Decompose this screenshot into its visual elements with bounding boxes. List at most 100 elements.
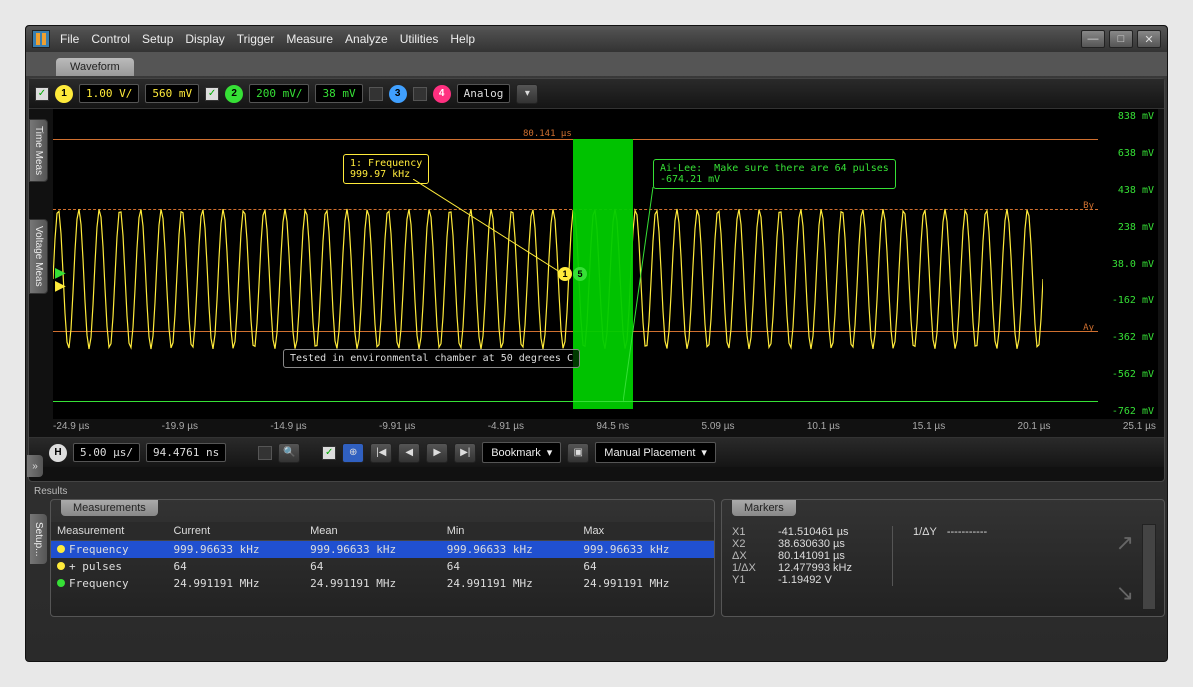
markers-body: X1-41.510461 µsX238.630630 µsΔX80.141091… xyxy=(722,522,1164,590)
chevron-down-icon: ▾ xyxy=(547,446,553,459)
titlebar: File Control Setup Display Trigger Measu… xyxy=(26,26,1167,52)
col-mean[interactable]: Mean xyxy=(304,522,441,541)
ch1-badge[interactable]: 1 xyxy=(55,85,73,103)
menu-trigger[interactable]: Trigger xyxy=(237,32,275,46)
ytick: 238 mV xyxy=(1102,222,1154,233)
xtick: 94.5 ns xyxy=(596,421,629,437)
side-tab-setup[interactable]: Setup... xyxy=(30,514,47,564)
annotation-note-leader-icon xyxy=(623,187,763,407)
side-tab-time-meas[interactable]: Time Meas xyxy=(29,119,48,182)
side-tab-voltage-meas[interactable]: Voltage Meas xyxy=(29,219,48,294)
menu-setup[interactable]: Setup xyxy=(142,32,173,46)
window-controls: — □ ✕ xyxy=(1081,30,1161,48)
toolbar-expand-icon[interactable]: » xyxy=(27,455,43,477)
marker-row: 1/ΔX12.477993 kHz xyxy=(732,562,852,574)
marker-row: X1-41.510461 µs xyxy=(732,526,852,538)
menu-file[interactable]: File xyxy=(60,32,79,46)
chevron-down-icon: ▾ xyxy=(701,446,707,459)
ch3-badge[interactable]: 3 xyxy=(389,85,407,103)
table-row[interactable]: + pulses64646464 xyxy=(51,558,714,575)
menu-analyze[interactable]: Analyze xyxy=(345,32,388,46)
table-row[interactable]: Frequency24.991191 MHz24.991191 MHz24.99… xyxy=(51,575,714,592)
close-button[interactable]: ✕ xyxy=(1137,30,1161,48)
y-axis: 838 mV 638 mV 438 mV 238 mV 38.0 mV -162… xyxy=(1098,109,1158,419)
search-icon[interactable]: 🔍 xyxy=(278,443,300,463)
ytick: -562 mV xyxy=(1102,369,1154,380)
marker-1-icon[interactable]: 1 xyxy=(558,267,572,281)
menu-display[interactable]: Display xyxy=(185,32,224,46)
marker-row: ΔX80.141091 µs xyxy=(732,550,852,562)
marker-5-icon[interactable]: 5 xyxy=(573,267,587,281)
ytick: -362 mV xyxy=(1102,332,1154,343)
ytick: 38.0 mV xyxy=(1102,259,1154,270)
results-label: Results xyxy=(28,484,1165,499)
marker-row: X238.630630 µs xyxy=(732,538,852,550)
marker-right-key: 1/ΔY xyxy=(913,526,937,538)
ch2-enable-checkbox[interactable]: ✓ xyxy=(205,87,219,101)
expand-up-icon[interactable]: ↗ xyxy=(1116,530,1134,556)
app-window: File Control Setup Display Trigger Measu… xyxy=(25,25,1168,662)
ch4-badge[interactable]: 4 xyxy=(433,85,451,103)
markers-panel: Markers X1-41.510461 µsX238.630630 µsΔX8… xyxy=(721,499,1165,617)
markers-scrollbar[interactable] xyxy=(1142,524,1156,610)
nav-enable-checkbox[interactable]: ✓ xyxy=(322,446,336,460)
nav-last-button[interactable]: ▶| xyxy=(454,443,476,463)
ch2-badge[interactable]: 2 xyxy=(225,85,243,103)
marker-row: Y1-1.19492 V xyxy=(732,574,852,586)
nav-next-button[interactable]: ▶ xyxy=(426,443,448,463)
timebase-position[interactable]: 94.4761 ns xyxy=(146,443,226,462)
ch4-enable-checkbox[interactable] xyxy=(413,87,427,101)
measurements-panel: Measurements Measurement Current Mean Mi… xyxy=(50,499,715,617)
tab-markers[interactable]: Markers xyxy=(732,500,796,516)
col-min[interactable]: Min xyxy=(441,522,578,541)
col-current[interactable]: Current xyxy=(167,522,304,541)
ch1-offset[interactable]: 560 mV xyxy=(145,84,199,103)
nav-first-button[interactable]: |◀ xyxy=(370,443,392,463)
annotation-note[interactable]: Ai-Lee: Make sure there are 64 pulses -6… xyxy=(653,159,896,189)
ch1-scale[interactable]: 1.00 V/ xyxy=(79,84,139,103)
timebase-toolbar: » H 5.00 µs/ 94.4761 ns 🔍 ✓ ⊕ |◀ ◀ ▶ ▶| … xyxy=(29,437,1164,467)
nav-prev-button[interactable]: ◀ xyxy=(398,443,420,463)
xtick: 5.09 µs xyxy=(702,421,735,437)
channel-mode-dropdown-icon[interactable]: ▾ xyxy=(516,84,538,104)
document-tabbar: Waveform ▾ xyxy=(26,52,1167,76)
ytick: 638 mV xyxy=(1102,148,1154,159)
maximize-button[interactable]: □ xyxy=(1109,30,1133,48)
tab-waveform[interactable]: Waveform xyxy=(56,58,134,76)
placement-select[interactable]: Manual Placement▾ xyxy=(595,442,716,463)
table-row[interactable]: Frequency999.96633 kHz999.96633 kHz999.9… xyxy=(51,541,714,559)
menu-measure[interactable]: Measure xyxy=(286,32,333,46)
measurements-table: Measurement Current Mean Min Max Frequen… xyxy=(51,522,714,592)
annotation-chamber[interactable]: Tested in environmental chamber at 50 de… xyxy=(283,349,580,368)
placement-mode-icon[interactable]: ▣ xyxy=(567,443,589,463)
menu-control[interactable]: Control xyxy=(91,32,130,46)
ch2-offset[interactable]: 38 mV xyxy=(315,84,362,103)
minimize-button[interactable]: — xyxy=(1081,30,1105,48)
xtick: 20.1 µs xyxy=(1018,421,1051,437)
timebase-h-badge[interactable]: H xyxy=(49,444,67,462)
bookmark-select[interactable]: Bookmark▾ xyxy=(482,442,561,463)
ch1-enable-checkbox[interactable]: ✓ xyxy=(35,87,49,101)
ch3-enable-checkbox[interactable] xyxy=(369,87,383,101)
col-max[interactable]: Max xyxy=(577,522,714,541)
nav-target-icon[interactable]: ⊕ xyxy=(342,443,364,463)
xtick: 15.1 µs xyxy=(912,421,945,437)
channel-mode-select[interactable]: Analog xyxy=(457,84,511,103)
app-logo-icon xyxy=(32,30,50,48)
xtick: -14.9 µs xyxy=(270,421,306,437)
tab-measurements[interactable]: Measurements xyxy=(61,500,158,516)
timebase-scale[interactable]: 5.00 µs/ xyxy=(73,443,140,462)
xtick: -4.91 µs xyxy=(488,421,524,437)
ground-marker-ch1-icon[interactable]: ▶ xyxy=(55,277,66,294)
col-measurement[interactable]: Measurement xyxy=(51,522,167,541)
ytick: 438 mV xyxy=(1102,185,1154,196)
expand-down-icon[interactable]: ↘ xyxy=(1116,580,1134,606)
annotation-freq-leader-icon xyxy=(413,179,573,279)
xtick: -9.91 µs xyxy=(379,421,415,437)
plot-area[interactable]: By Ay 80.141 µs 1: Frequency 999.97 kHz … xyxy=(53,109,1158,419)
search-enable-checkbox[interactable] xyxy=(258,446,272,460)
menu-utilities[interactable]: Utilities xyxy=(400,32,439,46)
ch2-baseline xyxy=(53,401,1098,402)
ch2-scale[interactable]: 200 mV/ xyxy=(249,84,309,103)
menu-help[interactable]: Help xyxy=(450,32,475,46)
